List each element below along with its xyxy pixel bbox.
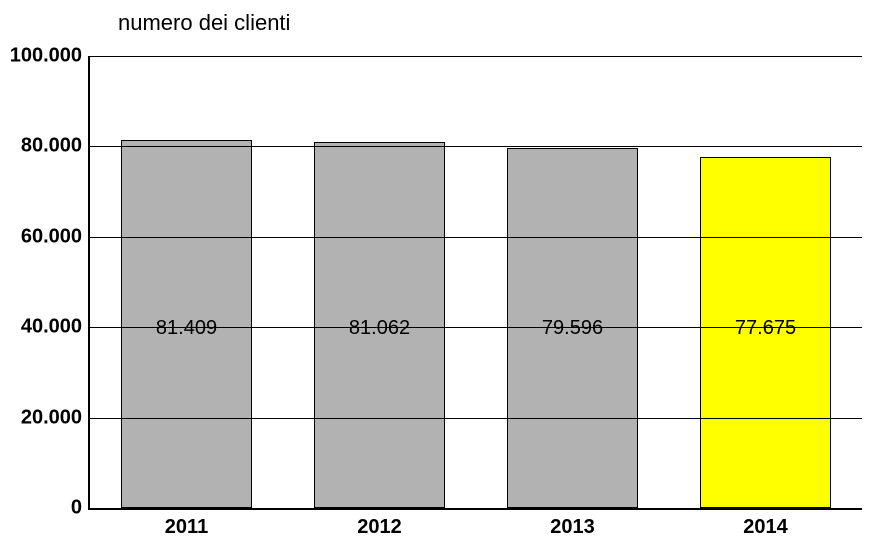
ytick-label: 20.000 (21, 406, 90, 429)
plot-area: 81.40981.06279.59677.675 020.00040.00060… (88, 56, 862, 510)
xtick-label: 2012 (357, 508, 402, 539)
bar-value-label: 77.675 (669, 317, 862, 340)
gridline (90, 237, 862, 238)
ytick-label: 40.000 (21, 316, 90, 339)
xtick-label: 2011 (165, 508, 208, 539)
gridline (90, 418, 862, 419)
bar-value-label: 79.596 (476, 317, 669, 340)
bar-value-label: 81.409 (90, 317, 283, 340)
gridline (90, 56, 862, 57)
ytick-label: 60.000 (21, 225, 90, 248)
chart-container: numero dei clienti 81.40981.06279.59677.… (0, 0, 871, 553)
xtick-label: 2013 (550, 508, 595, 539)
ytick-label: 80.000 (21, 135, 90, 158)
bar-value-label: 81.062 (283, 317, 476, 340)
xtick-label: 2014 (743, 508, 788, 539)
gridline (90, 146, 862, 147)
chart-title: numero dei clienti (118, 10, 290, 36)
ytick-label: 0 (71, 497, 90, 520)
bars-layer: 81.40981.06279.59677.675 (90, 56, 862, 508)
ytick-label: 100.000 (10, 45, 90, 68)
gridline (90, 327, 862, 328)
